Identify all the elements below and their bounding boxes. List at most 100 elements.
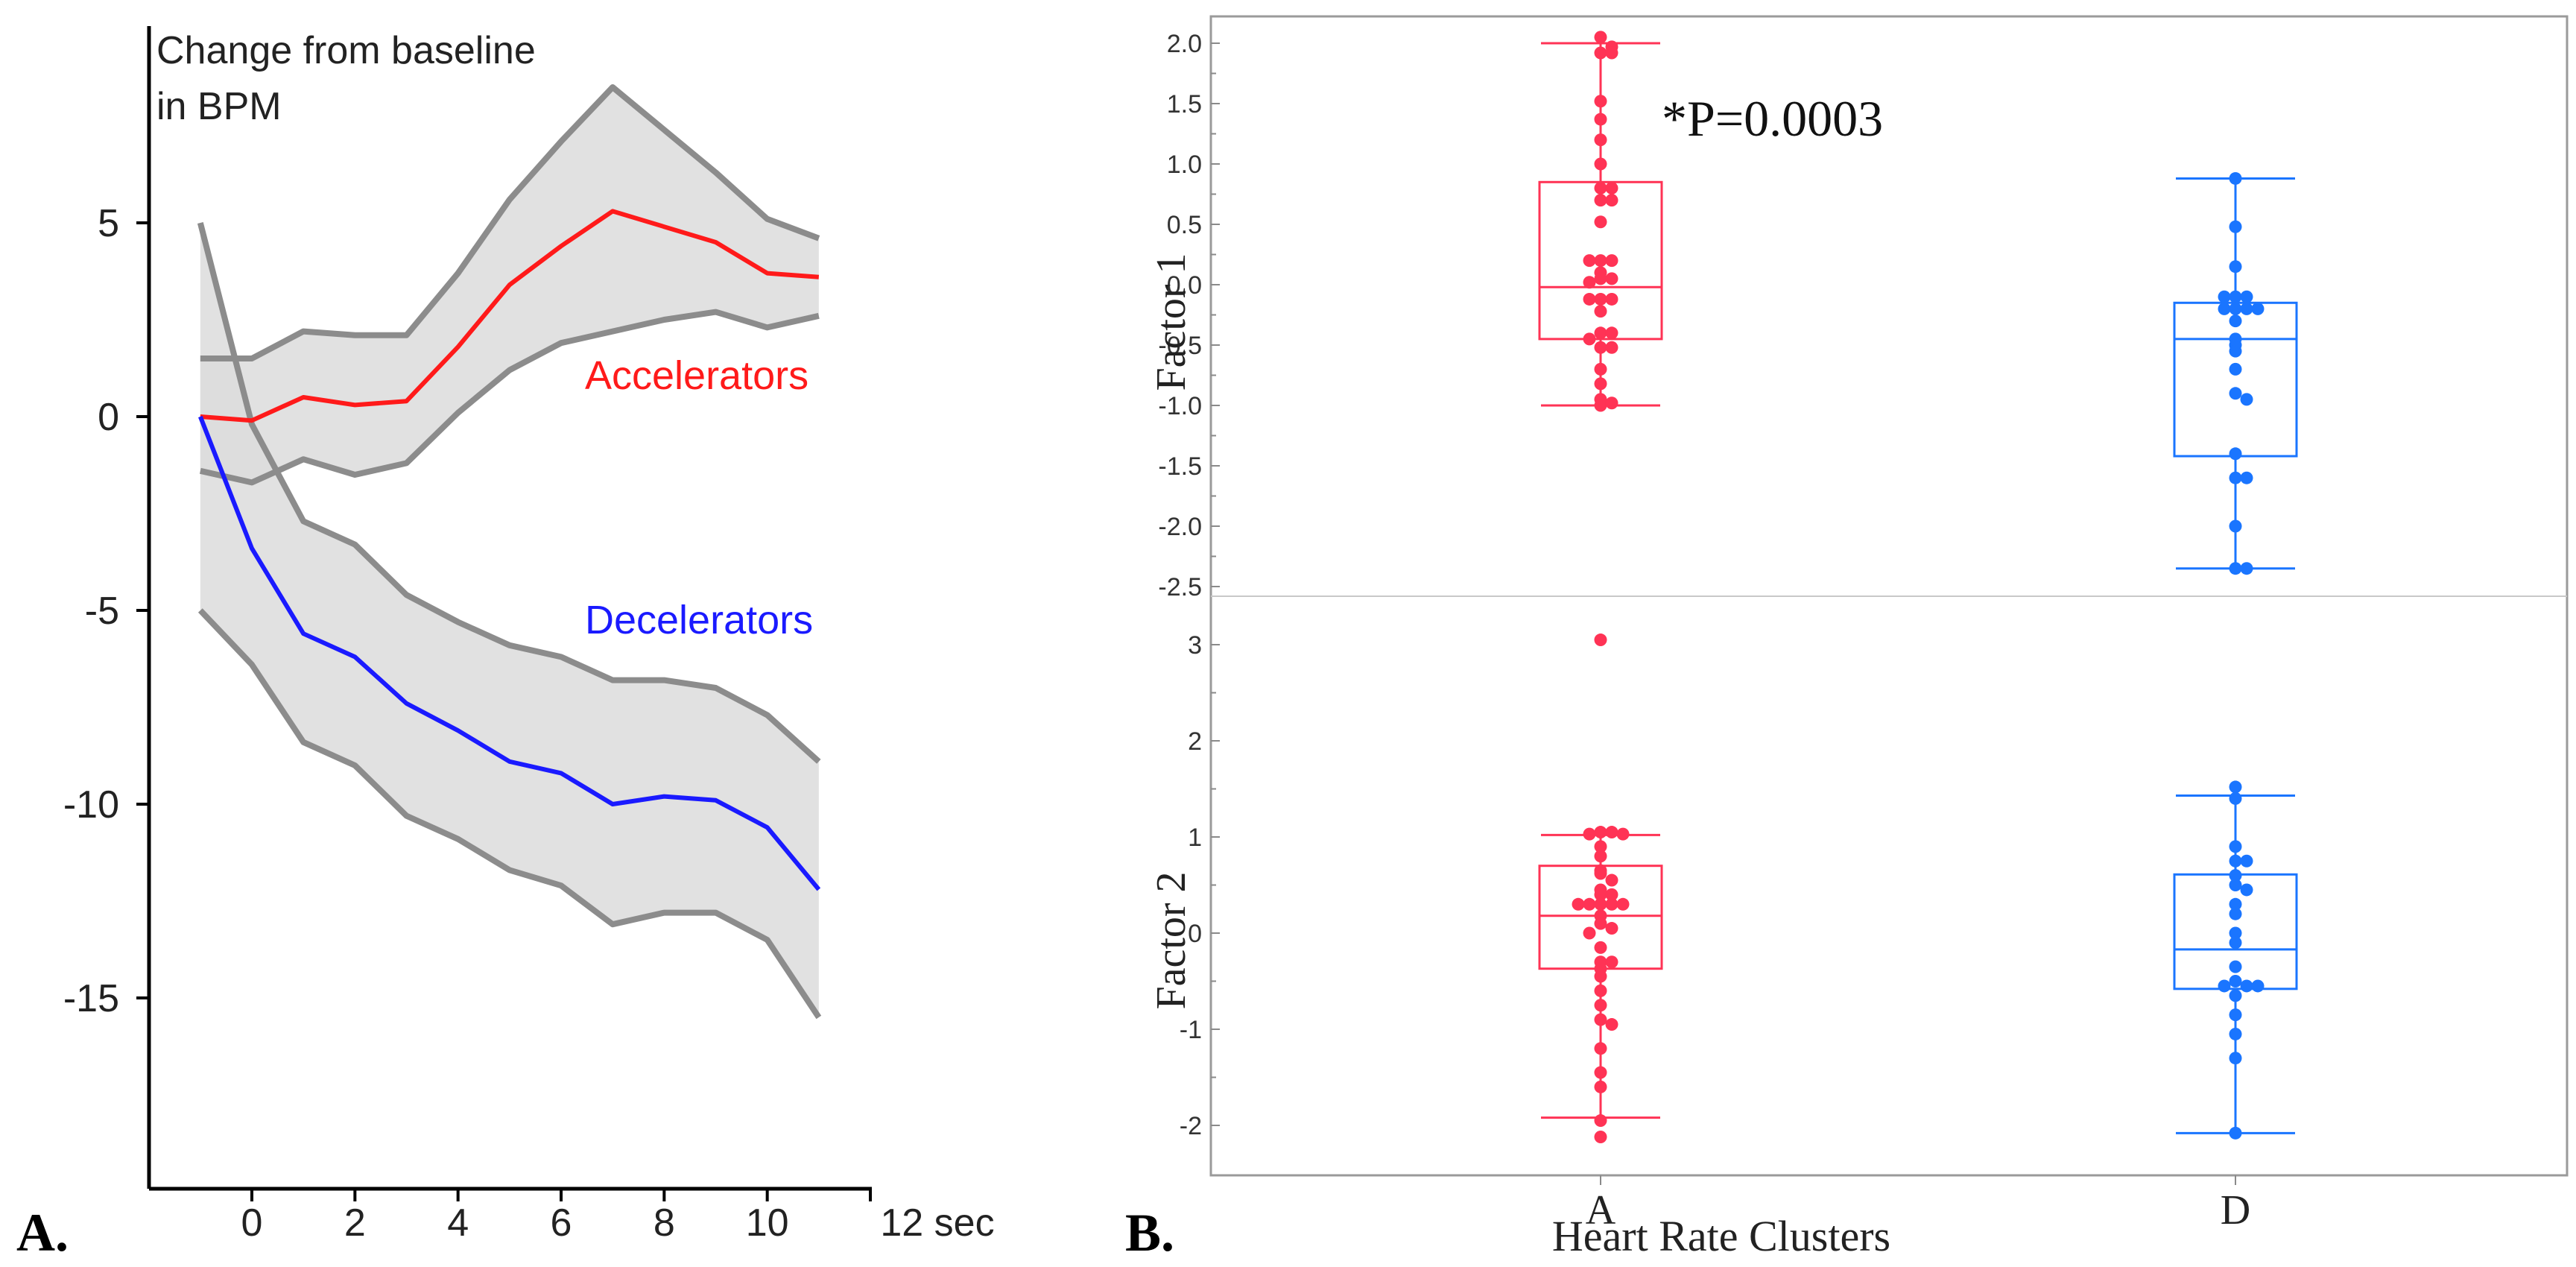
data-point [2240, 854, 2253, 868]
data-point [1605, 873, 1618, 887]
data-point [1605, 254, 1618, 268]
series-line-accelerators [200, 209, 820, 423]
data-point [2240, 471, 2253, 484]
data-point [1594, 95, 1607, 108]
y-tick-label: 0 [98, 396, 119, 439]
data-point [1594, 867, 1607, 880]
band-decelerators [200, 223, 819, 1017]
data-point [1594, 999, 1607, 1012]
data-point [2229, 936, 2242, 950]
data-point [1594, 292, 1607, 306]
x-tick-label: 2 [344, 1201, 366, 1245]
data-point [1594, 840, 1607, 853]
x-tick-label: D [2221, 1187, 2250, 1233]
data-point [1594, 897, 1607, 911]
data-point [1594, 826, 1607, 839]
confidence-bands [197, 84, 822, 1020]
data-point [1594, 215, 1607, 229]
y-tick-label: 0.5 [1167, 211, 1202, 239]
data-point [2229, 171, 2242, 185]
data-point [2229, 387, 2242, 400]
data-point [1594, 1042, 1607, 1055]
data-point [1594, 254, 1607, 268]
x-tick-label: A [1586, 1187, 1616, 1233]
x-tick-label: 8 [654, 1201, 675, 1245]
data-point [2229, 840, 2242, 853]
significance-annotation: *P=0.0003 [1662, 90, 1883, 147]
series-label-accelerators: Accelerators [585, 353, 808, 398]
data-point [2218, 979, 2231, 993]
x-axis-title: Heart Rate Clusters [1552, 1212, 1890, 1260]
data-point [1594, 194, 1607, 207]
data-point [1572, 897, 1585, 911]
y-tick-label: -15 [63, 977, 119, 1020]
data-point [1583, 897, 1596, 911]
y-tick-label: 2 [1188, 727, 1202, 756]
data-point [2218, 290, 2231, 303]
subplot-2: 3 2 1 0 -1 -2 Factor 2 [1148, 631, 2298, 1143]
y-tick-label: -1.0 [1158, 392, 1202, 420]
y-axis-title-line-2: in BPM [156, 85, 282, 128]
y-tick-label: 1 [1188, 824, 1202, 852]
data-point [1594, 399, 1607, 412]
box-a [1538, 634, 1663, 1143]
box-d [2173, 780, 2298, 1140]
data-point [2240, 302, 2253, 315]
x-tick-label: 4 [447, 1201, 469, 1245]
data-point [2240, 883, 2253, 897]
data-point [1605, 181, 1618, 195]
x-tick-label: 12 sec [880, 1201, 994, 1245]
data-point [1583, 926, 1596, 940]
data-point [1605, 826, 1618, 839]
data-point [2229, 362, 2242, 376]
data-point [2229, 879, 2242, 891]
data-point [2229, 792, 2242, 805]
y-tick-label: -2.0 [1158, 513, 1202, 541]
data-point [1594, 181, 1607, 195]
data-point [1583, 292, 1596, 306]
data-point [1594, 1130, 1607, 1143]
data-point [1594, 917, 1607, 930]
data-point [2229, 1027, 2242, 1040]
data-point [2229, 897, 2242, 911]
y-tick-label: 0 [1188, 920, 1202, 948]
data-point [1605, 292, 1618, 306]
y-axis-title: Factor 1 [1148, 253, 1194, 391]
data-point [2229, 975, 2242, 988]
data-point [1594, 1066, 1607, 1079]
data-point [1594, 341, 1607, 354]
data-point [1583, 332, 1596, 346]
data-point [1583, 827, 1596, 841]
band-upper-edge-decelerators [197, 222, 821, 764]
data-point [2229, 562, 2242, 575]
data-point [2229, 907, 2242, 920]
axis-ticks: 0 2 4 6 8 10 12 sec 5 0 -5 -10 -15 [63, 202, 995, 1245]
data-point [2229, 1126, 2242, 1140]
data-point [2229, 1052, 2242, 1065]
y-tick-label: -10 [63, 783, 119, 827]
data-point [2229, 220, 2242, 233]
data-point [2240, 979, 2253, 993]
data-point [1594, 157, 1607, 171]
data-point [1605, 888, 1618, 901]
data-point [2251, 979, 2265, 993]
data-point [1605, 396, 1618, 410]
subplot-1: 2.0 1.5 1.0 0.5 0.0 -0.5 -1.0 -1.5 -2.0 -2.5 Facto… [1148, 30, 2298, 601]
x-tick-label: 0 [241, 1201, 263, 1245]
y-tick-label: 1.5 [1167, 90, 1202, 119]
data-point [1605, 897, 1618, 911]
band-lower-edge-accelerators [199, 309, 820, 486]
data-point [1583, 276, 1596, 289]
data-point [1594, 362, 1607, 376]
panel-a-line-chart: Change from baseline in BPM 0 2 4 6 8 10 12 se… [16, 26, 995, 1263]
series-label-decelerators: Decelerators [585, 598, 813, 642]
data-point [2240, 562, 2253, 575]
data-point [1605, 1018, 1618, 1031]
data-point [2229, 780, 2242, 794]
data-point [2229, 302, 2242, 315]
y-tick-label: -2.5 [1158, 573, 1202, 601]
data-point [1605, 326, 1618, 340]
data-point [1605, 194, 1618, 207]
y-axis-title-line-1: Change from baseline [156, 29, 536, 72]
